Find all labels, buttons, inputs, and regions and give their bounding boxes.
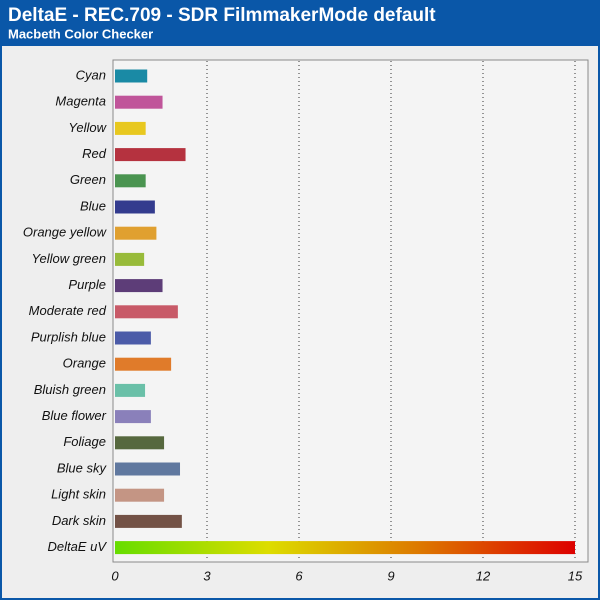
y-tick-label: Yellow	[68, 120, 107, 135]
bar	[115, 95, 163, 109]
y-tick-label: Moderate red	[29, 303, 107, 318]
x-tick-label: 9	[387, 568, 394, 583]
x-tick-label: 15	[568, 568, 583, 583]
y-tick-label: Blue sky	[57, 460, 108, 475]
scale-bar	[115, 541, 575, 555]
bar	[115, 488, 165, 502]
y-tick-label: Foliage	[63, 434, 106, 449]
bar	[115, 252, 145, 266]
bar	[115, 514, 182, 528]
y-tick-label: Green	[70, 172, 106, 187]
bar	[115, 462, 181, 476]
bar	[115, 200, 155, 214]
y-tick-label: Yellow green	[32, 251, 106, 266]
bar	[115, 357, 172, 371]
bar	[115, 279, 163, 293]
bar	[115, 331, 151, 345]
bar	[115, 174, 146, 188]
y-tick-label: Purplish blue	[31, 329, 106, 344]
y-tick-label: Orange	[63, 356, 106, 371]
bar	[115, 148, 186, 162]
y-tick-label: Red	[82, 146, 107, 161]
y-tick-label: Blue	[80, 198, 106, 213]
chart-title: DeltaE - REC.709 - SDR FilmmakerMode def…	[8, 5, 436, 26]
y-tick-label: Blue flower	[42, 408, 107, 423]
chart-subtitle: Macbeth Color Checker	[8, 26, 153, 41]
bar	[115, 226, 157, 240]
bar	[115, 69, 148, 83]
y-tick-label: Dark skin	[52, 513, 106, 528]
bar	[115, 305, 178, 319]
bar	[115, 383, 146, 397]
y-tick-label: Bluish green	[34, 382, 106, 397]
y-tick-label: Purple	[68, 277, 106, 292]
bar	[115, 121, 146, 135]
scale-label: DeltaE uV	[47, 539, 107, 554]
bar	[115, 436, 165, 450]
x-tick-label: 12	[476, 568, 491, 583]
x-tick-label: 0	[111, 568, 119, 583]
bar	[115, 410, 151, 424]
y-tick-label: Magenta	[55, 94, 106, 109]
x-tick-label: 6	[295, 568, 303, 583]
plot-area	[112, 59, 589, 563]
y-tick-label: Cyan	[76, 67, 106, 82]
x-tick-label: 3	[203, 568, 211, 583]
y-tick-label: Light skin	[51, 487, 106, 502]
y-tick-label: Orange yellow	[23, 225, 108, 240]
